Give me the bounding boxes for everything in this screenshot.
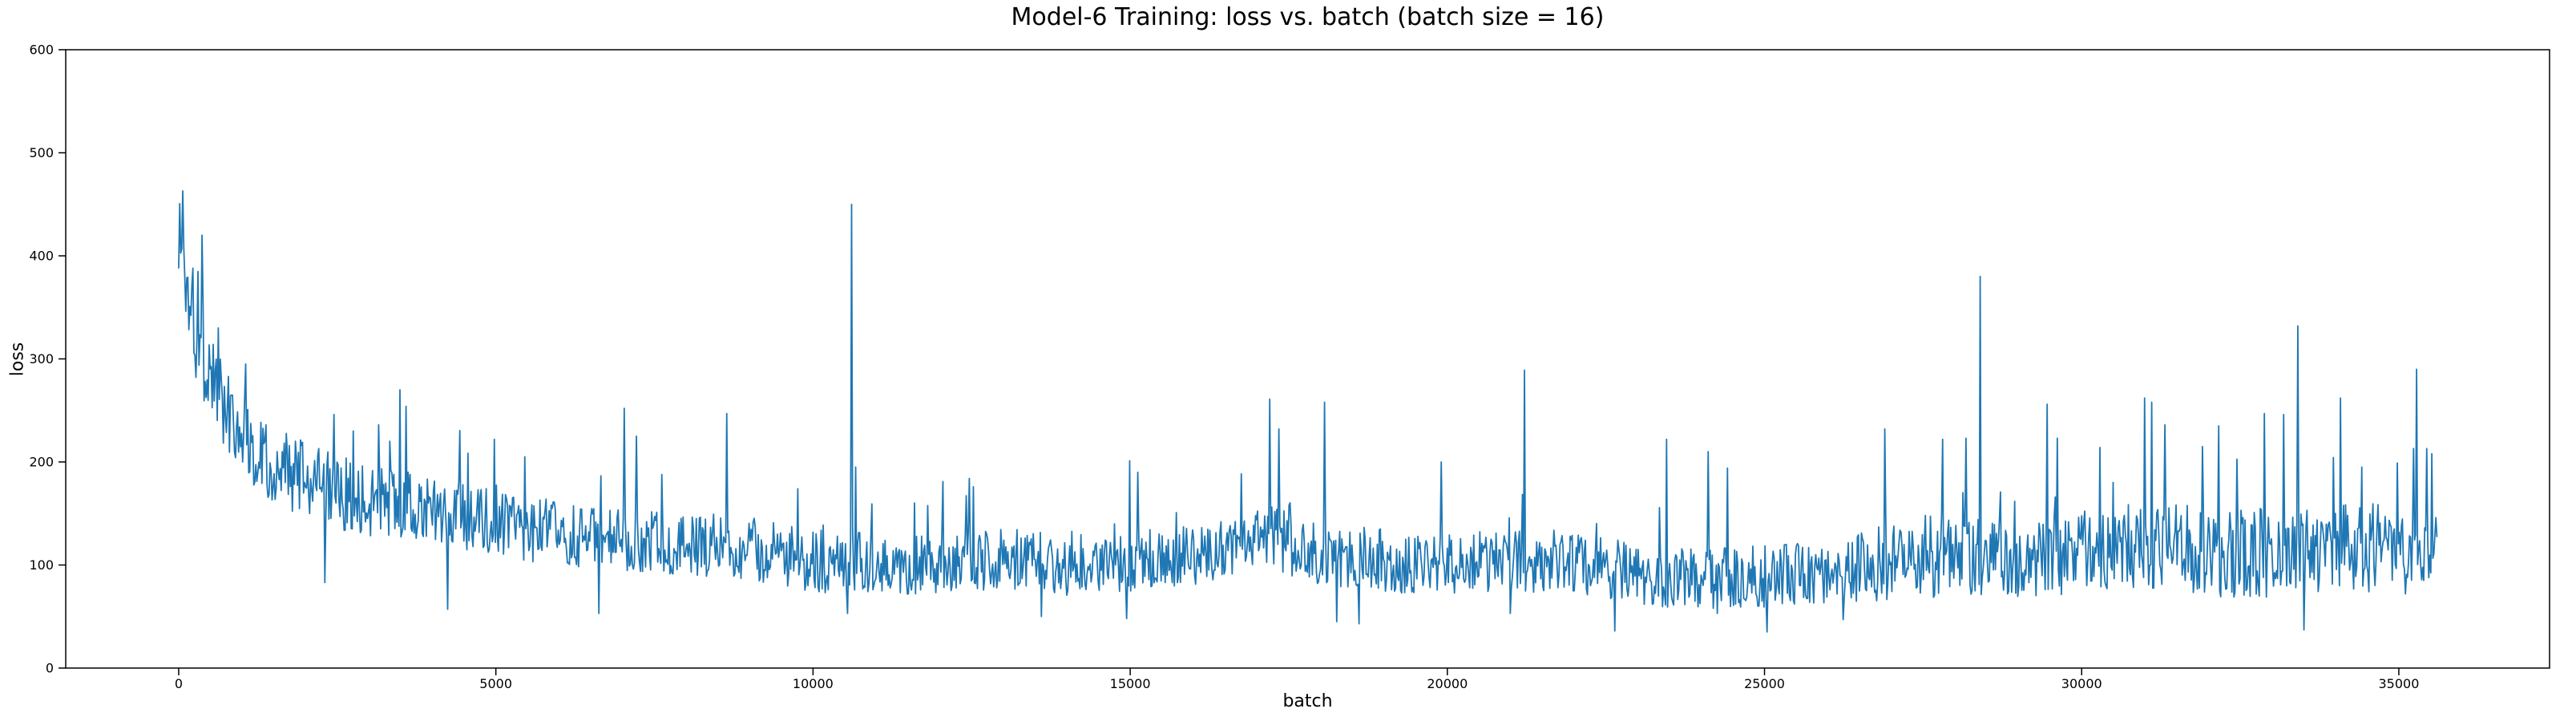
y-tick-label: 600	[29, 43, 54, 58]
x-axis-label: batch	[1282, 691, 1333, 711]
x-tick-label: 15000	[1110, 676, 1151, 691]
x-tick-label: 0	[175, 676, 183, 691]
loss-series-line	[178, 190, 2438, 633]
y-tick-label: 100	[29, 557, 54, 573]
x-tick-label: 30000	[2061, 676, 2102, 691]
y-tick-label: 200	[29, 455, 54, 470]
x-tick-label: 25000	[1744, 676, 1785, 691]
y-tick-label: 500	[29, 145, 54, 160]
y-axis-label: loss	[7, 342, 28, 377]
y-tick-label: 400	[29, 249, 54, 264]
x-tick-label: 35000	[2379, 676, 2420, 691]
x-tick-label: 20000	[1427, 676, 1468, 691]
y-tick-label: 0	[46, 661, 54, 676]
chart-title: Model-6 Training: loss vs. batch (batch …	[1011, 3, 1605, 31]
axes-spines	[65, 49, 2550, 669]
x-tick-label: 10000	[793, 676, 834, 691]
y-tick-label: 300	[29, 351, 54, 367]
x-tick-label: 5000	[479, 676, 512, 691]
